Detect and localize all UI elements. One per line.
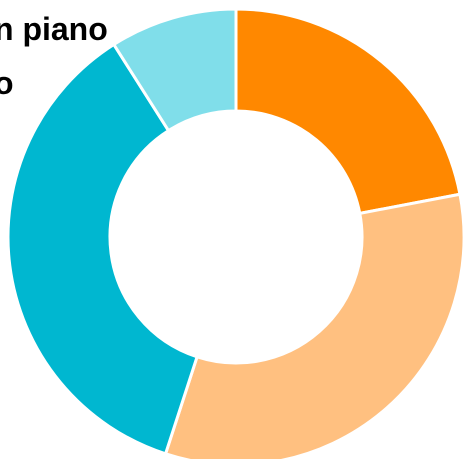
chart-title-line-2: o (0, 65, 14, 101)
donut-slice-4 (111, 7, 238, 133)
donut-slice-3 (6, 42, 199, 456)
donut-slice-2 (163, 192, 464, 459)
donut-slices (6, 7, 464, 459)
chart-title-line-1: n piano (0, 11, 108, 47)
donut-slice-1 (234, 7, 462, 216)
